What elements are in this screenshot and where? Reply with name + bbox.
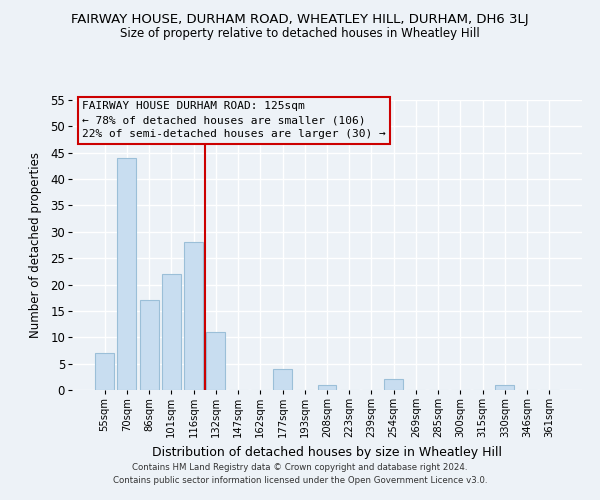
Text: FAIRWAY HOUSE DURHAM ROAD: 125sqm
← 78% of detached houses are smaller (106)
22%: FAIRWAY HOUSE DURHAM ROAD: 125sqm ← 78% … [82, 102, 386, 140]
Text: FAIRWAY HOUSE, DURHAM ROAD, WHEATLEY HILL, DURHAM, DH6 3LJ: FAIRWAY HOUSE, DURHAM ROAD, WHEATLEY HIL… [71, 12, 529, 26]
Bar [206, 332, 225, 390]
Y-axis label: Number of detached properties: Number of detached properties [29, 152, 42, 338]
Bar [140, 300, 158, 390]
Bar [317, 384, 337, 390]
X-axis label: Distribution of detached houses by size in Wheatley Hill: Distribution of detached houses by size … [152, 446, 502, 458]
Text: Contains HM Land Registry data © Crown copyright and database right 2024.
Contai: Contains HM Land Registry data © Crown c… [113, 464, 487, 485]
Bar [118, 158, 136, 390]
Bar [162, 274, 181, 390]
Bar [95, 353, 114, 390]
Bar [273, 369, 292, 390]
Bar [496, 384, 514, 390]
Bar [384, 380, 403, 390]
Bar [184, 242, 203, 390]
Text: Size of property relative to detached houses in Wheatley Hill: Size of property relative to detached ho… [120, 28, 480, 40]
